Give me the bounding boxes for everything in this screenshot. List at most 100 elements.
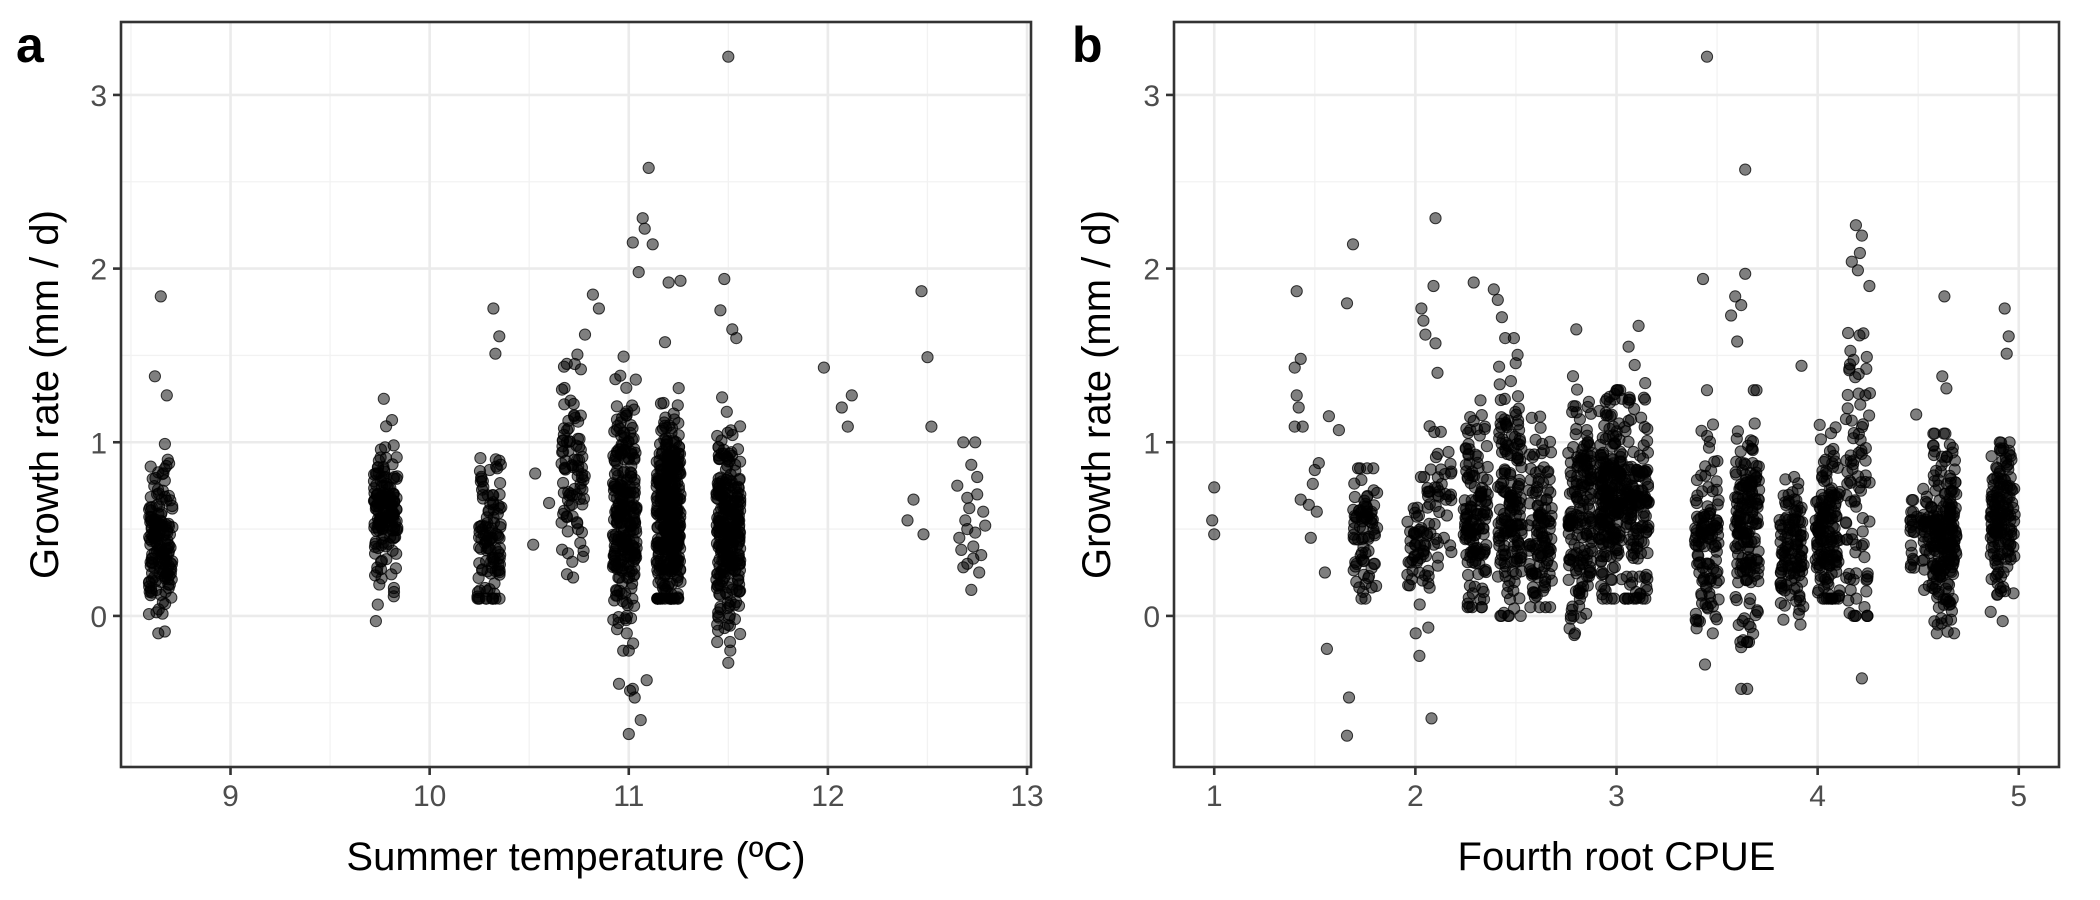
data-point [674,455,687,468]
data-point [642,161,655,174]
data-point [1462,568,1475,582]
data-point [489,347,502,360]
data-point [1594,438,1607,451]
data-point [476,475,489,488]
data-point [1576,531,1589,544]
data-point [1943,553,1956,566]
data-point [1612,547,1625,560]
y-tick-label: 0 [90,601,107,634]
data-point [575,468,589,481]
data-point [556,543,569,556]
data-point [638,222,651,235]
data-point [1569,428,1582,441]
data-point [1478,420,1492,433]
data-point [1794,560,1807,573]
data-point [1941,538,1954,551]
data-point [817,361,831,374]
data-point [632,266,645,279]
data-point [1340,729,1354,742]
data-point [1425,712,1438,725]
data-point [1567,609,1580,623]
data-point [1701,602,1714,615]
data-point [1532,475,1545,488]
data-point [1348,516,1361,529]
data-point [1696,517,1710,530]
data-point [1782,518,1796,532]
data-point [1507,332,1521,345]
data-points [142,50,992,741]
data-point [1565,533,1578,546]
data-point [1408,527,1421,540]
data-point [1474,394,1487,407]
data-point [1939,582,1953,595]
data-point [1288,361,1301,374]
data-point [714,567,727,580]
x-tick-label: 5 [2010,780,2027,813]
data-point [722,531,735,544]
data-point [1746,442,1759,455]
data-point [1508,575,1521,589]
gridlines [1174,22,2059,767]
data-point [1795,359,1808,372]
data-point [1630,542,1643,555]
data-point [1444,488,1458,501]
data-point [1778,584,1792,597]
data-point [1620,570,1633,583]
data-point [1792,607,1805,621]
data-point [1740,476,1753,489]
data-point [1842,594,1855,607]
data-point [1731,425,1745,438]
y-tick-label: 2 [1143,254,1160,287]
data-point [716,391,729,404]
x-tick-label: 9 [222,780,239,813]
data-point [1572,459,1585,472]
data-point [148,370,161,383]
data-point [1402,556,1415,569]
data-point [1570,323,1583,336]
y-tick-label: 1 [1143,427,1160,460]
data-point [1822,503,1835,516]
data-point [1475,409,1488,422]
data-point [615,587,628,600]
data-point [925,420,938,433]
data-point [615,554,628,567]
data-point [1737,634,1750,647]
data-point [375,572,388,585]
data-point [2000,347,2013,360]
data-point [656,480,669,493]
data-point [1206,514,1219,527]
data-point [1342,691,1356,704]
data-point [1623,391,1636,404]
data-point [711,635,724,649]
data-point [1778,550,1791,563]
data-point [1993,480,2007,493]
data-point [1627,445,1640,459]
data-point [626,545,639,559]
data-point [1930,564,1943,577]
data-point [907,493,920,506]
data-point [955,543,968,557]
data-point [1429,337,1442,350]
data-point [567,397,580,411]
data-point [1417,314,1430,327]
data-point [1855,229,1869,242]
data-point [1732,526,1745,540]
data-point [390,547,403,560]
data-point [1445,465,1458,478]
data-point [712,606,725,619]
data-point [646,238,659,251]
data-point [1569,400,1582,413]
data-point [1572,584,1585,597]
data-point [1940,382,1953,395]
data-point [1735,299,1748,312]
data-point [720,405,733,418]
data-point [1990,522,2003,535]
data-point [1367,484,1380,497]
data-point [158,474,171,487]
data-point [953,531,966,544]
data-point [1514,454,1527,467]
data-point [1562,446,1575,460]
data-point [730,332,743,345]
data-point [1711,498,1724,511]
data-point [1464,476,1477,490]
